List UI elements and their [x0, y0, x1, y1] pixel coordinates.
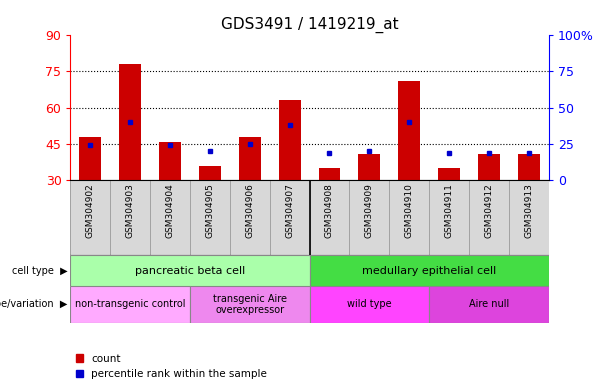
Text: GSM304910: GSM304910	[405, 184, 414, 238]
Bar	[429, 180, 469, 255]
Bar	[199, 166, 221, 180]
Bar	[429, 286, 549, 323]
Text: GSM304906: GSM304906	[245, 184, 254, 238]
Bar	[469, 180, 509, 255]
Bar	[438, 168, 460, 180]
Bar	[80, 137, 101, 180]
Bar	[150, 180, 190, 255]
Bar	[70, 255, 310, 286]
Text: GSM304902: GSM304902	[86, 184, 95, 238]
Bar	[389, 180, 429, 255]
Bar	[270, 180, 310, 255]
Text: wild type: wild type	[347, 299, 392, 310]
Text: transgenic Aire
overexpressor: transgenic Aire overexpressor	[213, 293, 287, 315]
Text: GSM304908: GSM304908	[325, 184, 334, 238]
Bar	[70, 286, 190, 323]
Bar	[230, 180, 270, 255]
Text: pancreatic beta cell: pancreatic beta cell	[135, 266, 245, 276]
Bar	[359, 154, 380, 180]
Text: GSM304903: GSM304903	[126, 184, 135, 238]
Text: GSM304904: GSM304904	[166, 184, 175, 238]
Bar	[239, 137, 261, 180]
Text: GSM304913: GSM304913	[524, 184, 533, 238]
Legend: count, percentile rank within the sample: count, percentile rank within the sample	[75, 354, 267, 379]
Bar	[310, 286, 429, 323]
Text: cell type  ▶: cell type ▶	[12, 266, 67, 276]
Bar	[190, 180, 230, 255]
Bar	[190, 286, 310, 323]
Bar	[70, 180, 110, 255]
Bar	[279, 100, 300, 180]
Bar	[319, 168, 340, 180]
Bar	[159, 142, 181, 180]
Bar	[509, 180, 549, 255]
Text: GSM304905: GSM304905	[205, 184, 215, 238]
Text: non-transgenic control: non-transgenic control	[75, 299, 186, 310]
Bar	[110, 180, 150, 255]
Bar	[310, 255, 549, 286]
Text: GSM304907: GSM304907	[285, 184, 294, 238]
Title: GDS3491 / 1419219_at: GDS3491 / 1419219_at	[221, 17, 398, 33]
Text: GSM304912: GSM304912	[484, 184, 493, 238]
Text: genotype/variation  ▶: genotype/variation ▶	[0, 299, 67, 310]
Text: medullary epithelial cell: medullary epithelial cell	[362, 266, 497, 276]
Bar	[349, 180, 389, 255]
Bar	[398, 81, 420, 180]
Bar	[310, 180, 349, 255]
Bar	[518, 154, 539, 180]
Bar	[478, 154, 500, 180]
Bar	[120, 64, 141, 180]
Text: GSM304909: GSM304909	[365, 184, 374, 238]
Text: Aire null: Aire null	[469, 299, 509, 310]
Text: GSM304911: GSM304911	[444, 184, 454, 238]
